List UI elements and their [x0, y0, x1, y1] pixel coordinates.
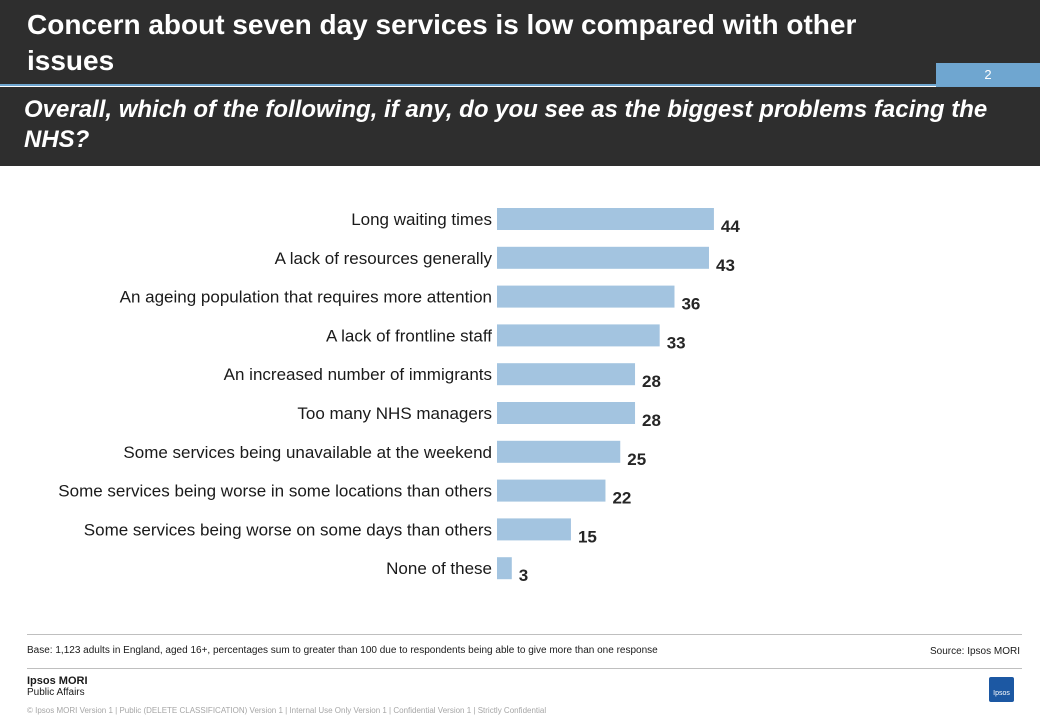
- category-label: An increased number of immigrants: [224, 365, 492, 384]
- category-label: Some services being unavailable at the w…: [123, 443, 492, 462]
- base-footnote: Base: 1,123 adults in England, aged 16+,…: [27, 645, 658, 656]
- legal-classification: © Ipsos MORI Version 1 | Public (DELETE …: [27, 706, 547, 715]
- page-number: 2: [936, 63, 1040, 87]
- survey-question: Overall, which of the following, if any,…: [24, 96, 988, 153]
- ipsos-mori-logo: Ipsos MORI Public Affairs: [27, 675, 88, 699]
- value-label: 28: [642, 411, 661, 430]
- bar: [497, 557, 512, 580]
- category-label: A lack of resources generally: [275, 249, 493, 268]
- title-bar: Concern about seven day services is low …: [0, 0, 1040, 85]
- category-label: Some services being worse on some days t…: [84, 520, 492, 539]
- value-label: 3: [519, 566, 528, 585]
- bar: [497, 285, 675, 308]
- bar: [497, 402, 636, 424]
- bar: [497, 363, 636, 386]
- bar: [497, 324, 660, 347]
- question-bar: Overall, which of the following, if any,…: [0, 87, 1040, 166]
- bar: [497, 518, 571, 541]
- category-label: Some services being worse in some locati…: [58, 482, 492, 501]
- category-label: None of these: [386, 559, 492, 578]
- title-divider: [0, 84, 936, 86]
- logo-brand: Ipsos MORI: [27, 675, 88, 687]
- footer-divider-bottom: [27, 668, 1022, 669]
- category-label: Too many NHS managers: [297, 404, 492, 423]
- value-label: 33: [667, 333, 686, 352]
- value-label: 28: [642, 372, 661, 391]
- footer-divider-top: [27, 634, 1022, 635]
- category-label: Long waiting times: [351, 210, 492, 229]
- bar: [497, 246, 709, 269]
- ipsos-badge-icon: Ipsos: [989, 677, 1014, 702]
- value-label: 22: [612, 489, 631, 508]
- bar: [497, 208, 714, 230]
- value-label: 25: [627, 450, 646, 469]
- bar: [497, 479, 606, 502]
- value-label: 43: [716, 256, 735, 275]
- bar: [497, 440, 621, 463]
- value-label: 15: [578, 527, 597, 546]
- slide-title: Concern about seven day services is low …: [27, 9, 857, 76]
- value-label: 44: [721, 217, 740, 236]
- value-label: 36: [681, 295, 700, 314]
- category-label: A lack of frontline staff: [326, 326, 492, 345]
- bar-chart: 44 Long waiting times 43 A lack of resource…: [58, 208, 740, 585]
- logo-subtitle: Public Affairs: [27, 687, 85, 698]
- source-note: Source: Ipsos MORI: [929, 646, 1020, 657]
- category-label: An ageing population that requires more …: [120, 288, 492, 307]
